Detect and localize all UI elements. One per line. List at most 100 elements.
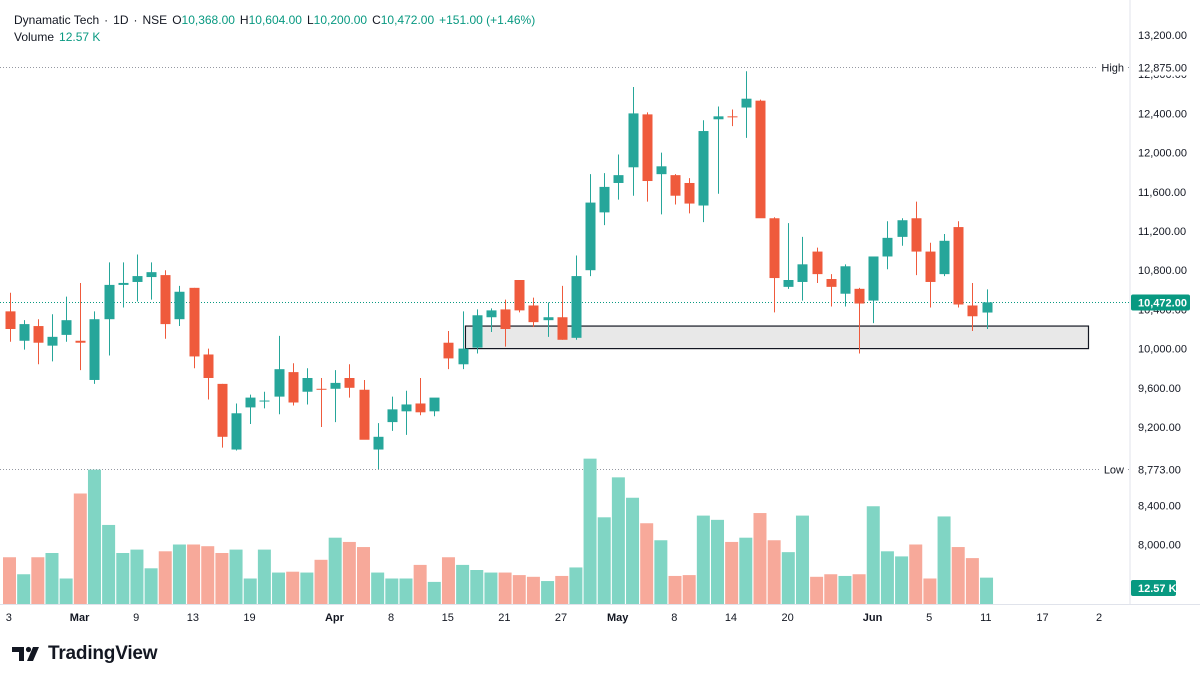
candle[interactable] <box>982 289 993 329</box>
volume-bar <box>980 577 994 604</box>
time-axis[interactable]: 3 Mar 9 13 19 Apr 8 15 21 27 May 8 14 20 Jun 5 11 17 2 <box>0 604 1200 625</box>
volume-bar <box>243 578 257 604</box>
candle[interactable] <box>571 255 582 340</box>
candle[interactable] <box>684 178 695 214</box>
candle[interactable] <box>415 378 426 416</box>
candle[interactable] <box>302 368 313 405</box>
candle[interactable] <box>741 71 752 138</box>
candle[interactable] <box>19 320 30 350</box>
candle-body <box>698 131 709 206</box>
candle[interactable] <box>783 223 794 289</box>
candle[interactable] <box>458 311 469 370</box>
symbol-name[interactable]: Dynamatic Tech <box>14 13 100 27</box>
candle[interactable] <box>146 262 157 300</box>
candle-body <box>132 276 143 282</box>
volume-bar <box>640 523 654 604</box>
candle[interactable] <box>854 287 865 354</box>
low-value: 10,200.00 <box>313 13 368 27</box>
candle-body <box>288 372 299 403</box>
candle-body <box>557 317 568 340</box>
candle[interactable] <box>911 201 922 276</box>
candle[interactable] <box>769 217 780 313</box>
candle[interactable] <box>755 99 766 219</box>
candle[interactable] <box>104 262 115 356</box>
candle[interactable] <box>628 86 639 196</box>
candle[interactable] <box>217 383 228 448</box>
candle[interactable] <box>642 112 653 202</box>
volume-bar <box>3 557 16 604</box>
candle[interactable] <box>231 403 242 451</box>
candle[interactable] <box>359 379 370 440</box>
candle[interactable] <box>203 348 214 400</box>
candle[interactable] <box>401 390 412 435</box>
candle[interactable] <box>557 285 568 340</box>
candle[interactable] <box>826 274 837 307</box>
candle[interactable] <box>897 218 908 246</box>
candle[interactable] <box>387 396 398 431</box>
candle[interactable] <box>812 247 823 283</box>
candle[interactable] <box>344 364 355 398</box>
candle[interactable] <box>316 378 327 427</box>
candle[interactable] <box>713 106 724 194</box>
candle[interactable] <box>89 311 100 384</box>
candle-body <box>769 218 780 279</box>
open-label: O <box>172 13 182 27</box>
candle[interactable] <box>75 282 86 371</box>
candle[interactable] <box>727 109 738 127</box>
candle[interactable] <box>33 319 44 365</box>
volume-bar <box>838 575 852 604</box>
candle[interactable] <box>656 152 667 215</box>
candle[interactable] <box>967 282 978 331</box>
candle[interactable] <box>274 335 285 415</box>
candle-body <box>373 436 384 450</box>
volume-bar <box>824 574 838 604</box>
high-line-tag-bg <box>1096 59 1126 76</box>
candle[interactable] <box>160 270 171 339</box>
candle[interactable] <box>514 280 525 313</box>
candle[interactable] <box>259 391 270 409</box>
volume-label[interactable]: Volume <box>14 30 55 44</box>
interval[interactable]: 1D <box>113 13 129 27</box>
low-price-tag: 8,773.00 <box>1138 465 1181 477</box>
candle[interactable] <box>840 264 851 307</box>
candle-body <box>316 388 327 390</box>
candle[interactable] <box>245 394 256 425</box>
candle[interactable] <box>868 256 879 324</box>
candle[interactable] <box>288 363 299 406</box>
candle[interactable] <box>132 254 143 302</box>
candle[interactable] <box>429 397 440 417</box>
candle[interactable] <box>118 262 129 308</box>
candle[interactable] <box>373 423 384 470</box>
price-tick-label: 11,200.00 <box>1138 226 1186 238</box>
candle[interactable] <box>330 370 341 423</box>
candle[interactable] <box>585 174 596 277</box>
candle[interactable] <box>189 287 200 369</box>
chart-legend: Dynamatic Tech · 1D · NSE O10,368.00 H10,604.0… <box>14 12 540 46</box>
candle[interactable] <box>613 154 624 200</box>
candle[interactable] <box>486 308 497 332</box>
candle[interactable] <box>174 285 185 327</box>
candle[interactable] <box>797 236 808 301</box>
candle[interactable] <box>953 221 964 308</box>
candle[interactable] <box>61 296 72 342</box>
candle[interactable] <box>472 309 483 354</box>
tradingview-logo[interactable]: TradingView <box>12 643 158 665</box>
candle[interactable] <box>939 233 950 277</box>
candle-body <box>543 317 554 321</box>
candle[interactable] <box>5 292 16 342</box>
candle[interactable] <box>543 302 554 337</box>
candle[interactable] <box>47 314 58 362</box>
candle-body <box>5 311 16 329</box>
candle[interactable] <box>925 242 936 308</box>
tradingview-logo-text: TradingView <box>48 643 158 664</box>
candle[interactable] <box>882 221 893 270</box>
candle[interactable] <box>528 297 539 328</box>
candle[interactable] <box>599 173 610 226</box>
support-zone-rect[interactable] <box>464 325 1090 350</box>
candle[interactable] <box>670 174 681 205</box>
candle-body <box>982 302 993 313</box>
candle[interactable] <box>443 330 454 370</box>
candle[interactable] <box>698 120 709 223</box>
candle[interactable] <box>500 299 511 347</box>
